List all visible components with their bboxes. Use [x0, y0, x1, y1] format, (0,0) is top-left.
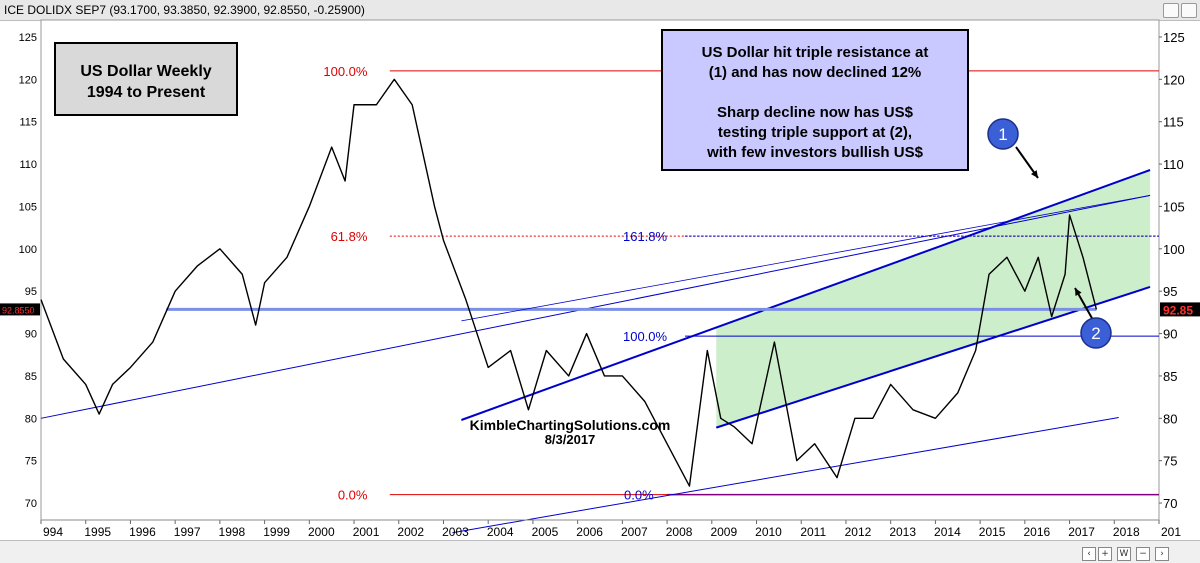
y-tick-label-left: 120: [19, 74, 37, 86]
y-tick-label-left: 100: [19, 244, 37, 256]
x-tick-label: 2017: [1068, 525, 1095, 539]
trendline-channel-upper: [461, 169, 1151, 421]
x-tick-label: 2012: [845, 525, 872, 539]
x-tick-label: 2015: [979, 525, 1006, 539]
x-tick-label: 2016: [1023, 525, 1050, 539]
x-tick-label: 2014: [934, 525, 961, 539]
callout-line: with few investors bullish US$: [706, 144, 924, 161]
fib-blue-label: 100.0%: [623, 329, 668, 344]
y-tick-label-left: 80: [25, 413, 37, 425]
last-price-flag-left: [0, 303, 40, 316]
y-tick-label-right: 115: [1163, 115, 1184, 130]
callout-box: [661, 29, 969, 171]
chart-date: 8/3/2017: [545, 432, 596, 447]
last-price-right: 92.85: [1163, 303, 1193, 317]
y-tick-label-left: 110: [19, 159, 37, 171]
x-tick-label: 2005: [532, 525, 559, 539]
x-tick-label: 994: [43, 525, 63, 539]
marker-1-arrow-head: [1030, 170, 1038, 178]
trendline-outer-lower: [452, 416, 1119, 534]
chart-title: US Dollar Weekly: [80, 63, 211, 80]
price-line: [40, 78, 1098, 487]
last-price-left: 92.8550: [2, 305, 35, 315]
y-tick-label-left: 90: [25, 329, 37, 341]
y-tick-label-left: 85: [25, 371, 37, 383]
chart-header: ICE DOLIDX SEP7 (93.1700, 93.3850, 92.39…: [0, 0, 1200, 21]
fib-red-label: 0.0%: [338, 488, 368, 503]
marker-1-label: 1: [998, 125, 1007, 144]
x-tick-label: 2011: [800, 525, 826, 539]
zoom-out-icon[interactable]: −: [1136, 547, 1150, 561]
x-tick-label: 1997: [174, 525, 201, 539]
scroll-right-icon[interactable]: ›: [1155, 547, 1169, 561]
y-tick-label-right: 75: [1163, 454, 1177, 469]
y-tick-label-right: 90: [1163, 327, 1177, 342]
x-tick-label: 2013: [889, 525, 916, 539]
y-tick-label-right: 125: [1163, 30, 1185, 45]
callout-line: Sharp decline now has US$: [717, 104, 914, 121]
fib-blue-label: 161.8%: [623, 229, 668, 244]
y-tick-label-right: 120: [1163, 72, 1185, 87]
watermark: KimbleChartingSolutions.com: [470, 417, 671, 433]
x-tick-label: 2002: [397, 525, 424, 539]
x-tick-label: 2006: [576, 525, 603, 539]
y-tick-label-left: 70: [25, 498, 37, 510]
trendline-outer-upper: [40, 194, 1151, 419]
y-tick-label-right: 100: [1163, 242, 1185, 257]
x-tick-label: 2004: [487, 525, 514, 539]
zoom-in-icon[interactable]: +: [1098, 547, 1112, 561]
x-tick-label: 2009: [710, 525, 737, 539]
x-tick-label: 2018: [1113, 525, 1140, 539]
trendline-inner-thin: [461, 195, 1151, 322]
x-tick-label: 2000: [308, 525, 335, 539]
window-close-button[interactable]: [1181, 3, 1197, 18]
y-tick-label-right: 95: [1163, 284, 1177, 299]
x-tick-label: 1999: [263, 525, 290, 539]
fib-red-label: 100.0%: [323, 64, 368, 79]
last-price-flag: [1160, 302, 1200, 317]
fib-red-label: 61.8%: [331, 229, 368, 244]
x-tick-label: 2007: [621, 525, 648, 539]
y-tick-label-left: 75: [25, 456, 37, 468]
y-tick-label-right: 105: [1163, 199, 1185, 214]
window-restore-button[interactable]: [1163, 3, 1179, 18]
x-tick-label: 2008: [666, 525, 693, 539]
channel-fill: [716, 170, 1151, 428]
x-tick-label: 2003: [442, 525, 469, 539]
marker-2-arrow-head: [1075, 288, 1082, 296]
x-tick-label: 2010: [755, 525, 782, 539]
fib-blue-label: 0.0%: [624, 488, 654, 503]
x-tick-label: 1998: [219, 525, 246, 539]
symbol-title: ICE DOLIDX SEP7 (93.1700, 93.3850, 92.39…: [4, 3, 365, 17]
chart-footer: [0, 540, 1200, 563]
callout-line: US Dollar hit triple resistance at: [702, 44, 929, 61]
x-tick-label: 201: [1161, 525, 1181, 539]
y-tick-label-left: 115: [19, 117, 37, 129]
y-tick-label-right: 85: [1163, 369, 1177, 384]
callout-line: testing triple support at (2),: [718, 124, 912, 141]
y-tick-label-right: 80: [1163, 411, 1177, 426]
y-tick-label-right: 70: [1163, 496, 1177, 511]
chart-subtitle: 1994 to Present: [87, 84, 206, 101]
x-tick-label: 1996: [129, 525, 156, 539]
title-box: [54, 42, 238, 116]
callout-line: (1) and has now declined 12%: [709, 64, 922, 81]
scroll-left-icon[interactable]: ‹: [1082, 547, 1096, 561]
marker-1: [987, 118, 1019, 150]
marker-2: [1080, 317, 1112, 349]
weekly-period-button[interactable]: W: [1117, 547, 1131, 561]
x-tick-label: 1995: [84, 525, 111, 539]
y-tick-label-left: 105: [19, 201, 37, 213]
y-tick-label-left: 125: [19, 32, 37, 44]
y-tick-label-left: 95: [25, 286, 37, 298]
y-tick-label-right: 110: [1163, 157, 1184, 172]
marker-2-label: 2: [1091, 324, 1100, 343]
x-tick-label: 2001: [353, 525, 380, 539]
